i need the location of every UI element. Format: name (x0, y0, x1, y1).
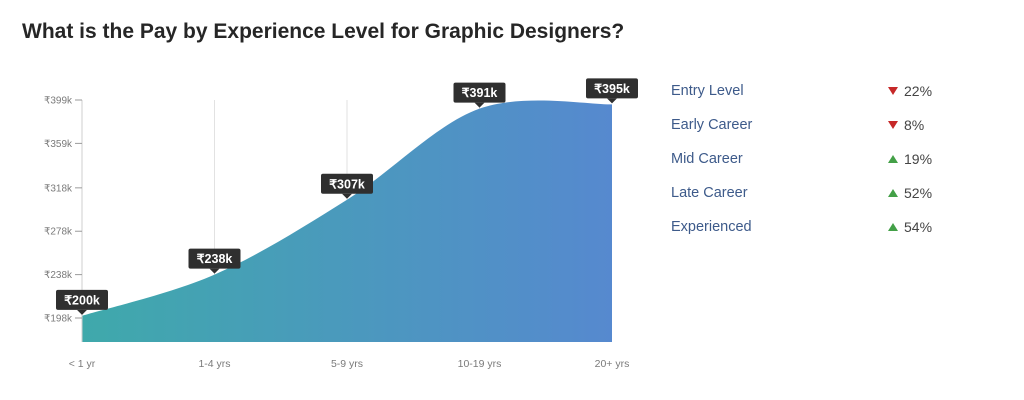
y-tick-label: ₹359k (44, 139, 73, 150)
legend-change: 22% (888, 83, 932, 99)
legend-item-late-career: Late Career 52% (671, 182, 971, 216)
arrow-up-icon (888, 189, 898, 197)
data-label-text: ₹200k (64, 293, 100, 307)
data-label-box (188, 248, 241, 269)
data-label-box (453, 82, 506, 103)
data-label: ₹200k (56, 289, 108, 315)
legend-name: Early Career (671, 117, 753, 133)
data-label-box (586, 78, 638, 99)
legend-change-value: 8% (904, 117, 925, 133)
y-tick-label: ₹278k (44, 227, 73, 238)
data-label-text: ₹307k (329, 177, 365, 191)
legend-change: 52% (888, 185, 932, 201)
data-label-text: ₹391k (462, 86, 498, 100)
legend-name: Mid Career (671, 151, 743, 167)
legend-item-early-career: Early Career 8% (671, 114, 971, 148)
data-label: ₹307k (321, 173, 373, 199)
legend-item-mid-career: Mid Career 19% (671, 148, 971, 182)
data-label-pointer (77, 309, 87, 315)
data-label: ₹238k (188, 248, 241, 274)
data-label-text: ₹238k (197, 252, 233, 266)
data-label: ₹395k (586, 78, 638, 104)
legend-item-experienced: Experienced 54% (671, 216, 971, 250)
legend-change-value: 54% (904, 219, 933, 235)
data-label: ₹391k (453, 82, 506, 108)
x-tick-label: 5-9 yrs (331, 358, 363, 370)
x-tick-label: 20+ yrs (595, 358, 630, 370)
arrow-up-icon (888, 155, 898, 163)
y-tick-label: ₹198k (44, 314, 73, 325)
x-tick-label: 10-19 yrs (458, 358, 502, 370)
arrow-down-icon (888, 121, 898, 129)
legend-item-entry-level: Entry Level 22% (671, 80, 971, 114)
legend-name: Entry Level (671, 83, 744, 99)
legend-name: Late Career (671, 185, 748, 201)
legend-change: 19% (888, 151, 932, 167)
data-label-pointer (209, 268, 220, 274)
legend-change: 54% (888, 219, 932, 235)
experience-legend: Entry Level 22% Early Career 8% Mid Care… (671, 80, 971, 250)
legend-name: Experienced (671, 219, 752, 235)
x-tick-label: < 1 yr (69, 358, 96, 370)
x-tick-label: 1-4 yrs (198, 358, 230, 370)
data-label-pointer (342, 193, 352, 199)
data-label-box (56, 289, 108, 310)
area-chart: ₹198k ₹238k ₹278k ₹318k ₹359k ₹399k < 1 yr 1-4 … (44, 78, 638, 370)
y-tick-label: ₹399k (44, 96, 73, 107)
data-label-text: ₹395k (594, 82, 630, 96)
legend-change-value: 19% (904, 151, 933, 167)
salary-area (82, 100, 612, 342)
legend-change-value: 52% (904, 185, 933, 201)
legend-change: 8% (888, 117, 924, 133)
data-label-box (321, 173, 373, 194)
chart-title: What is the Pay by Experience Level for … (22, 20, 625, 43)
arrow-down-icon (888, 87, 898, 95)
arrow-up-icon (888, 223, 898, 231)
legend-change-value: 22% (904, 83, 933, 99)
y-tick-label: ₹318k (44, 183, 73, 194)
data-label-pointer (474, 102, 485, 108)
data-label-pointer (607, 98, 617, 104)
y-tick-label: ₹238k (44, 270, 73, 281)
